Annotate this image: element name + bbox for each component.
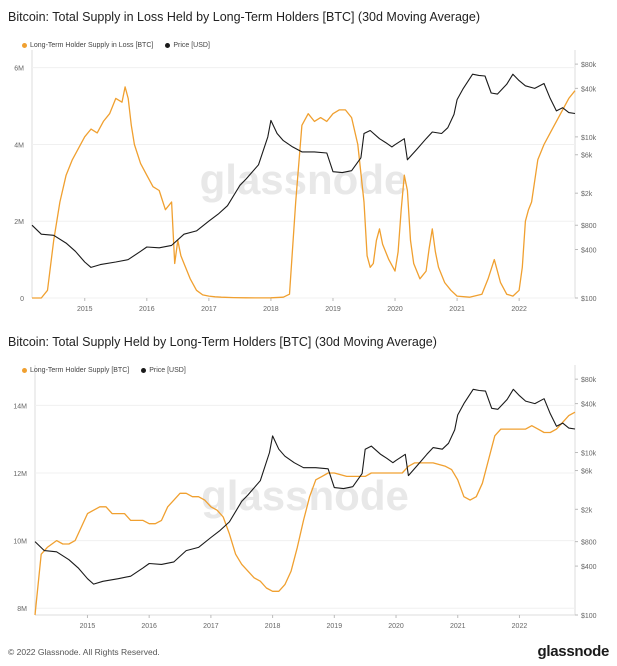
chart-legend: Long-Term Holder Supply [BTC] Price [USD… <box>22 367 186 374</box>
x-tick-label: 2017 <box>203 623 219 630</box>
legend-label: Long-Term Holder Supply [BTC] <box>30 367 130 374</box>
y-tick-label-right: $6k <box>581 469 593 476</box>
legend-dot-icon <box>22 368 27 373</box>
y-tick-label-right: $2k <box>581 191 593 198</box>
y-tick-label-right: $800 <box>581 540 597 547</box>
y-tick-label-left: 4M <box>14 142 24 149</box>
legend-dot-icon <box>165 43 171 48</box>
footer: © 2022 Glassnode. All Rights Reserved. g… <box>0 643 617 666</box>
legend-item-price[interactable]: Price [USD] <box>165 42 210 49</box>
price-series-line <box>31 73 576 268</box>
brand-logo: glassnode <box>537 643 610 660</box>
y-tick-label-left: 8M <box>17 606 27 613</box>
y-tick-label-right: $400 <box>581 247 597 254</box>
x-tick-label: 2017 <box>201 306 217 313</box>
legend-label: Price [USD] <box>173 42 210 49</box>
price-series-line <box>34 388 576 585</box>
y-tick-label-right: $6k <box>581 153 593 160</box>
y-tick-label-left: 0 <box>20 296 24 303</box>
y-tick-label-right: $80k <box>581 62 597 69</box>
x-tick-label: 2022 <box>511 306 527 313</box>
legend-item-supply[interactable]: Long-Term Holder Supply [BTC] <box>22 367 129 374</box>
x-tick-label: 2016 <box>139 306 155 313</box>
x-tick-label: 2021 <box>450 623 466 630</box>
y-tick-label-right: $10k <box>581 135 597 142</box>
y-tick-label-right: $80k <box>581 377 597 384</box>
legend-label: Price [USD] <box>149 367 186 374</box>
chart-panel-2: Bitcoin: Total Supply Held by Long-Term … <box>0 325 617 643</box>
y-tick-label-right: $40k <box>581 86 597 93</box>
y-tick-label-right: $100 <box>581 296 597 303</box>
x-tick-label: 2022 <box>512 623 528 630</box>
y-tick-label-right: $100 <box>581 613 597 620</box>
y-tick-label-left: 10M <box>13 539 27 546</box>
x-tick-label: 2020 <box>388 623 404 630</box>
watermark: glassnode <box>201 472 409 519</box>
copyright-text: © 2022 Glassnode. All Rights Reserved. <box>8 647 160 657</box>
chart-svg: 8M 10M 12M 14M $100 $400 $800 $2k $6k $10k $40k $80… <box>13 365 597 630</box>
y-tick-label-left: 14M <box>13 403 27 410</box>
y-tick-label-right: $400 <box>581 564 597 571</box>
x-tick-label: 2015 <box>80 623 96 630</box>
y-tick-label-left: 2M <box>14 219 24 226</box>
x-tick-label: 2020 <box>387 306 403 313</box>
y-tick-label-left: 6M <box>14 66 24 73</box>
chart-title: Bitcoin: Total Supply in Loss Held by Lo… <box>8 10 480 24</box>
legend-item-price[interactable]: Price [USD] <box>141 367 186 374</box>
y-tick-label-right: $800 <box>581 223 597 230</box>
y-tick-label-right: $10k <box>581 451 597 458</box>
supply-series-line <box>32 86 576 299</box>
chart-legend: Long-Term Holder Supply in Loss [BTC] Pr… <box>22 42 210 49</box>
y-tick-label-right: $2k <box>581 507 593 514</box>
x-tick-label: 2019 <box>327 623 343 630</box>
x-tick-label: 2016 <box>141 623 157 630</box>
x-tick-label: 2018 <box>265 623 281 630</box>
x-tick-label: 2021 <box>449 306 465 313</box>
legend-label: Long-Term Holder Supply in Loss [BTC] <box>30 42 154 49</box>
chart-title: Bitcoin: Total Supply Held by Long-Term … <box>8 335 437 349</box>
x-tick-label: 2018 <box>263 306 279 313</box>
x-tick-label: 2019 <box>325 306 341 313</box>
chart-panel-1: Bitcoin: Total Supply in Loss Held by Lo… <box>0 0 617 325</box>
chart-svg: 0 2M 4M 6M $100 $400 $800 $2k $6k $10k $40k $80k 201… <box>14 50 597 313</box>
y-tick-label-left: 12M <box>13 471 27 478</box>
legend-dot-icon <box>141 368 147 373</box>
legend-dot-icon <box>22 43 27 48</box>
x-tick-label: 2015 <box>77 306 93 313</box>
legend-item-supply[interactable]: Long-Term Holder Supply in Loss [BTC] <box>22 42 153 49</box>
y-tick-label-right: $40k <box>581 402 597 409</box>
supply-series-line <box>34 411 576 616</box>
watermark: glassnode <box>200 156 408 203</box>
